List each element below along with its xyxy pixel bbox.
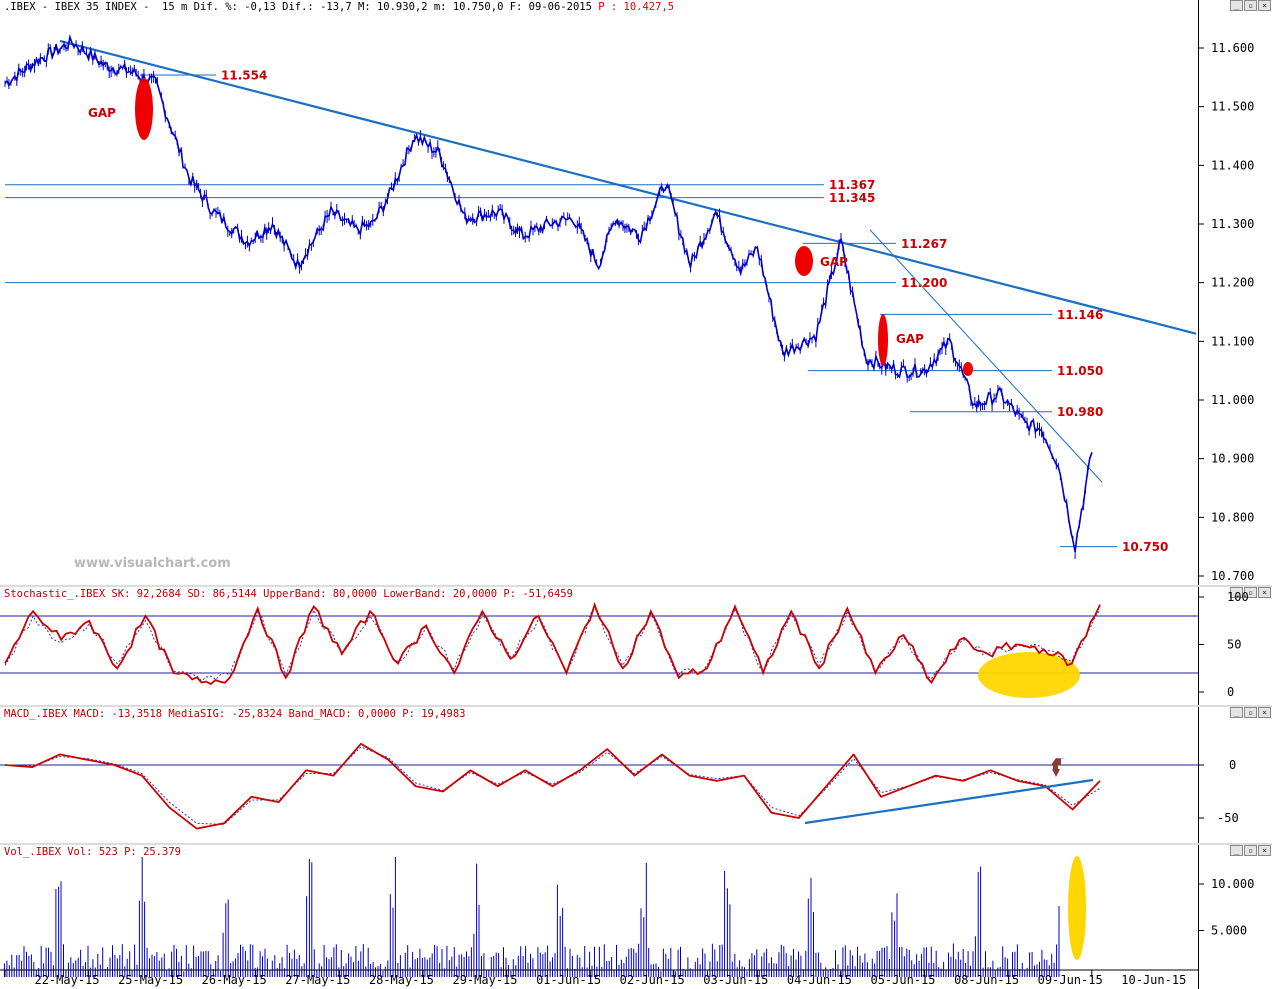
volume-bars	[3, 857, 1060, 977]
y-tick-label: 100	[1227, 590, 1249, 604]
y-tick-label: 10.900	[1211, 452, 1254, 466]
x-tick-label: 26-May-15	[202, 973, 267, 987]
level-label: 10.980	[1057, 405, 1103, 419]
volume-axis: _ ▫ × 10.000 5.000	[1198, 845, 1272, 989]
x-tick-label: 27-May-15	[285, 973, 350, 987]
y-tick-label: 10.800	[1211, 510, 1254, 524]
level-label: 11.146	[1057, 308, 1103, 322]
close-icon[interactable]: ×	[1258, 707, 1271, 718]
macd-line	[4, 742, 1101, 830]
stochastic-chart	[0, 601, 1198, 698]
level-label: 11.367	[829, 178, 875, 192]
restore-icon[interactable]: ▫	[1244, 845, 1257, 856]
gap-label: GAP	[88, 106, 116, 120]
restore-icon[interactable]: ▫	[1244, 0, 1257, 11]
level-label: 10.750	[1122, 540, 1168, 554]
volume-panel: Vol_.IBEX Vol: 523 P: 25.379 22-May-15 25…	[0, 845, 1198, 989]
gap-marker	[795, 246, 813, 276]
stochastic-panel: Stochastic_.IBEX SK: 92,2684 SD: 86,5144…	[0, 587, 1198, 705]
level-label: 11.267	[901, 237, 947, 251]
x-tick-label: 09-Jun-15	[1038, 973, 1103, 987]
down-arrow-icon	[1051, 758, 1066, 777]
y-tick-label: 11.000	[1211, 393, 1254, 407]
y-tick-label: 11.600	[1211, 41, 1254, 55]
close-icon[interactable]: ×	[1258, 0, 1271, 11]
macd-axis: _ ▫ × 0 -50	[1198, 707, 1272, 843]
macd-chart	[0, 742, 1198, 830]
close-icon[interactable]: ×	[1258, 845, 1271, 856]
price-header: .IBEX - IBEX 35 INDEX - 15 m Dif. %: -0,…	[4, 1, 675, 13]
restore-icon[interactable]: ▫	[1244, 587, 1257, 598]
sd-line	[4, 607, 1101, 682]
macd-header: MACD_.IBEX MACD: -13,3518 MediaSIG: -25,…	[4, 708, 466, 720]
x-tick-label: 02-Jun-15	[620, 973, 685, 987]
level-label: 11.050	[1057, 364, 1103, 378]
level-label: 11.200	[901, 276, 947, 290]
x-tick-label: 10-Jun-15	[1121, 973, 1186, 987]
x-tick-label: 04-Jun-15	[787, 973, 852, 987]
y-tick-label: 5.000	[1211, 924, 1247, 938]
level-label: 11.554	[221, 68, 267, 82]
gap-marker	[135, 78, 153, 140]
gap-label: GAP	[896, 332, 924, 346]
main-trendline	[59, 39, 1197, 335]
close-icon[interactable]: ×	[1258, 587, 1271, 598]
down-arrow-shaft	[1053, 764, 1058, 770]
y-tick-label: 10.700	[1211, 569, 1254, 583]
y-tick-label: 0	[1229, 758, 1236, 772]
y-tick-label: 0	[1227, 685, 1234, 699]
x-tick-label: 08-Jun-15	[954, 973, 1019, 987]
gap-marker	[878, 314, 888, 366]
x-tick-label: 01-Jun-15	[536, 973, 601, 987]
stochastic-axis: _ ▫ × 100 50 0	[1198, 587, 1272, 705]
gap-label: GAP	[820, 255, 848, 269]
y-tick-label: 11.300	[1211, 217, 1254, 231]
price-panel: .IBEX - IBEX 35 INDEX - 15 m Dif. %: -0,…	[4, 1, 1197, 571]
y-tick-label: 11.400	[1211, 158, 1254, 172]
y-tick-label: 50	[1227, 638, 1241, 652]
y-tick-label: 11.100	[1211, 334, 1254, 348]
x-tick-label: 22-May-15	[34, 973, 99, 987]
window-controls[interactable]: _ ▫ ×	[1230, 0, 1271, 11]
volume-chart: 22-May-15 25-May-15 26-May-15 27-May-15 28-M…	[0, 856, 1198, 987]
oversold-highlight	[978, 652, 1080, 698]
stochastic-header: Stochastic_.IBEX SK: 92,2684 SD: 86,5144…	[4, 588, 573, 600]
price-axis: _ ▫ × 11.600 11.500 11.400 11.300 11.200 11.100…	[1198, 0, 1272, 585]
y-tick-label: 11.200	[1211, 276, 1254, 290]
macd-panel: MACD_.IBEX MACD: -13,3518 MediaSIG: -25,…	[0, 707, 1198, 843]
x-tick-label: 29-May-15	[452, 973, 517, 987]
x-tick-label: 03-Jun-15	[703, 973, 768, 987]
minimize-icon[interactable]: _	[1230, 587, 1243, 598]
price-bars	[4, 34, 1093, 559]
watermark: www.visualchart.com	[74, 556, 231, 571]
price-header-p: P : 10.427,5	[598, 1, 675, 13]
x-tick-label: 28-May-15	[369, 973, 434, 987]
short-trendline	[869, 229, 1103, 483]
minimize-icon[interactable]: _	[1230, 0, 1243, 11]
gap-marker	[963, 362, 973, 376]
volume-header: Vol_.IBEX Vol: 523 P: 25.379	[4, 846, 182, 858]
x-tick-label: 05-Jun-15	[870, 973, 935, 987]
minimize-icon[interactable]: _	[1230, 845, 1243, 856]
minimize-icon[interactable]: _	[1230, 707, 1243, 718]
macd-trendline	[804, 778, 1094, 825]
restore-icon[interactable]: ▫	[1244, 707, 1257, 718]
x-tick-label: 25-May-15	[118, 973, 183, 987]
sk-line	[4, 601, 1101, 686]
y-tick-label: 11.500	[1211, 100, 1254, 114]
level-label: 11.345	[829, 191, 875, 205]
price-line	[4, 36, 1093, 553]
volume-highlight	[1068, 856, 1086, 960]
y-tick-label: -50	[1217, 811, 1239, 825]
y-tick-label: 10.000	[1211, 877, 1254, 891]
